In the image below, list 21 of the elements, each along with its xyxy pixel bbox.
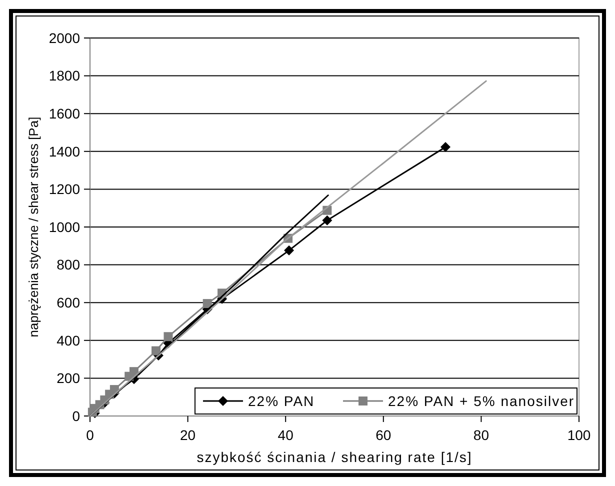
x-tick-label: 0 xyxy=(86,427,94,443)
y-axis-title: naprężenia styczne / shear stress [Pa] xyxy=(26,116,41,338)
y-tick-label: 2000 xyxy=(48,30,80,46)
y-tick-label: 400 xyxy=(56,332,80,348)
y-tick-label: 1000 xyxy=(48,218,80,235)
x-tick-label: 20 xyxy=(180,427,196,443)
y-tick-label: 1800 xyxy=(48,68,80,84)
x-axis-title: szybkość ścinania / shearing rate [1/s] xyxy=(196,449,472,465)
y-tick-label: 800 xyxy=(56,256,80,273)
y-tick-label: 1400 xyxy=(48,143,80,160)
y-tick-label: 0 xyxy=(72,408,80,424)
legend-label: 22% PAN + 5% nanosilver xyxy=(388,392,575,409)
y-tick-label: 1200 xyxy=(48,181,80,198)
legend-label: 22% PAN xyxy=(248,392,315,409)
x-tick-label: 100 xyxy=(567,427,591,443)
y-tick-label: 1600 xyxy=(48,106,80,122)
x-tick-label: 80 xyxy=(473,427,490,443)
x-tick-label: 40 xyxy=(278,427,294,443)
y-tick-label: 200 xyxy=(56,370,80,386)
x-tick-label: 60 xyxy=(376,427,392,443)
y-tick-label: 600 xyxy=(56,294,80,310)
